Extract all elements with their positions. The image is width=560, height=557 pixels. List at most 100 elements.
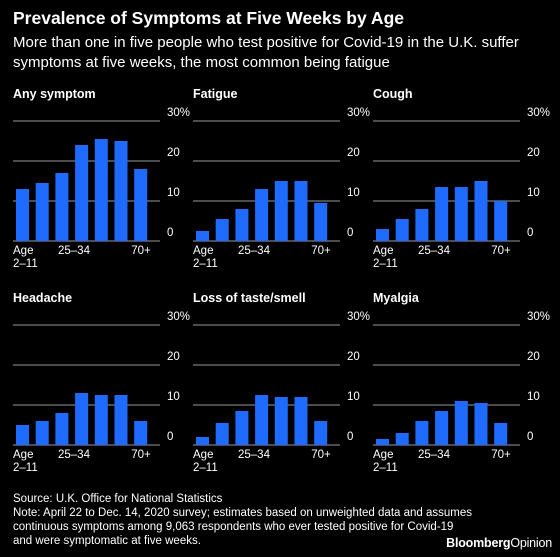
- y-tick-label: 0: [167, 431, 173, 443]
- bar: [274, 397, 288, 445]
- bar: [114, 395, 128, 445]
- y-tick-label: 30%: [167, 107, 190, 119]
- panel-title: Myalgia: [373, 291, 420, 305]
- x-tick-label-middle: 25–34: [418, 245, 451, 257]
- panel-title: Loss of taste/smell: [193, 291, 306, 305]
- y-tick-label: 30%: [347, 311, 370, 323]
- bar: [196, 437, 209, 445]
- bar: [16, 189, 29, 241]
- x-tick-label-first: Age: [193, 245, 213, 257]
- y-tick-label: 10: [167, 391, 180, 403]
- bar: [55, 173, 69, 241]
- bar: [16, 425, 29, 445]
- y-tick-label: 20: [347, 351, 360, 363]
- y-tick-label: 0: [527, 431, 533, 443]
- bar: [294, 397, 308, 445]
- x-tick-label-middle: 25–34: [418, 449, 451, 461]
- bar: [35, 183, 49, 241]
- y-tick-label: 30%: [527, 107, 550, 119]
- bar: [395, 219, 409, 241]
- bar: [255, 395, 269, 445]
- brand-name: Bloomberg: [446, 536, 511, 550]
- x-tick-label-middle: 25–34: [58, 245, 91, 257]
- x-tick-label-first: Age: [13, 449, 33, 461]
- bar: [94, 395, 108, 445]
- brand-logo: BloombergOpinion: [446, 536, 552, 550]
- y-tick-label: 30%: [167, 311, 190, 323]
- y-tick-label: 10: [347, 391, 360, 403]
- footnote: Note: April 22 to Dec. 14, 2020 survey; …: [13, 507, 473, 547]
- y-tick-label: 0: [347, 227, 353, 239]
- bar: [454, 187, 468, 241]
- bar: [75, 145, 89, 241]
- y-tick-label: 10: [527, 187, 540, 199]
- x-tick-label-last: 70+: [491, 245, 511, 257]
- y-tick-label: 10: [527, 391, 540, 403]
- y-tick-label: 0: [347, 431, 353, 443]
- x-tick-label-last: 70+: [131, 245, 151, 257]
- y-tick-label: 20: [527, 351, 540, 363]
- x-tick-label-middle: 25–34: [238, 449, 271, 461]
- bar: [215, 219, 229, 241]
- bar: [435, 411, 449, 445]
- y-tick-label: 20: [167, 351, 180, 363]
- x-tick-label-last: 70+: [311, 449, 331, 461]
- bar: [134, 421, 148, 445]
- x-tick-label-first-range: 2–11: [193, 258, 218, 270]
- bar: [55, 413, 69, 445]
- bar: [35, 421, 49, 445]
- y-tick-label: 20: [527, 147, 540, 159]
- bar: [395, 433, 409, 445]
- x-tick-label-first-range: 2–11: [13, 462, 38, 474]
- y-tick-label: 30%: [527, 311, 550, 323]
- bar: [294, 181, 308, 241]
- x-tick-label-first: Age: [373, 245, 393, 257]
- bar: [454, 401, 468, 445]
- bar: [134, 169, 148, 241]
- chart-title: Prevalence of Symptoms at Five Weeks by …: [13, 8, 404, 28]
- bar: [376, 229, 389, 241]
- x-tick-label-last: 70+: [491, 449, 511, 461]
- bar: [94, 139, 108, 241]
- bar: [494, 201, 508, 241]
- x-tick-label-first-range: 2–11: [373, 258, 398, 270]
- x-tick-label-last: 70+: [311, 245, 331, 257]
- bar: [215, 423, 229, 445]
- x-tick-label-first: Age: [193, 449, 213, 461]
- x-tick-label-first-range: 2–11: [373, 462, 398, 474]
- bar: [75, 393, 89, 445]
- x-tick-label-first: Age: [373, 449, 393, 461]
- bar: [235, 411, 249, 445]
- bar: [314, 421, 328, 445]
- y-tick-label: 0: [527, 227, 533, 239]
- panel-title: Fatigue: [193, 87, 237, 101]
- y-tick-label: 0: [167, 227, 173, 239]
- bar: [474, 403, 488, 445]
- x-tick-label-first-range: 2–11: [193, 462, 218, 474]
- bar: [235, 209, 249, 241]
- bar: [415, 209, 429, 241]
- bar: [196, 231, 209, 241]
- x-tick-label-middle: 25–34: [238, 245, 271, 257]
- bar: [494, 423, 508, 445]
- bar: [376, 439, 389, 445]
- source-note: Source: U.K. Office for National Statist…: [13, 493, 223, 505]
- panel-title: Headache: [13, 291, 72, 305]
- bar: [255, 189, 269, 241]
- bar: [114, 141, 128, 241]
- x-tick-label-first: Age: [13, 245, 33, 257]
- panel-title: Cough: [373, 87, 413, 101]
- bar: [415, 421, 429, 445]
- bar: [274, 181, 288, 241]
- panel-title: Any symptom: [13, 87, 96, 101]
- x-tick-label-first-range: 2–11: [13, 258, 38, 270]
- y-tick-label: 30%: [347, 107, 370, 119]
- bar: [314, 203, 328, 241]
- y-tick-label: 10: [167, 187, 180, 199]
- y-tick-label: 20: [167, 147, 180, 159]
- bar: [435, 187, 449, 241]
- y-tick-label: 20: [347, 147, 360, 159]
- chart-subtitle: More than one in five people who test po…: [13, 34, 519, 71]
- bar: [474, 181, 488, 241]
